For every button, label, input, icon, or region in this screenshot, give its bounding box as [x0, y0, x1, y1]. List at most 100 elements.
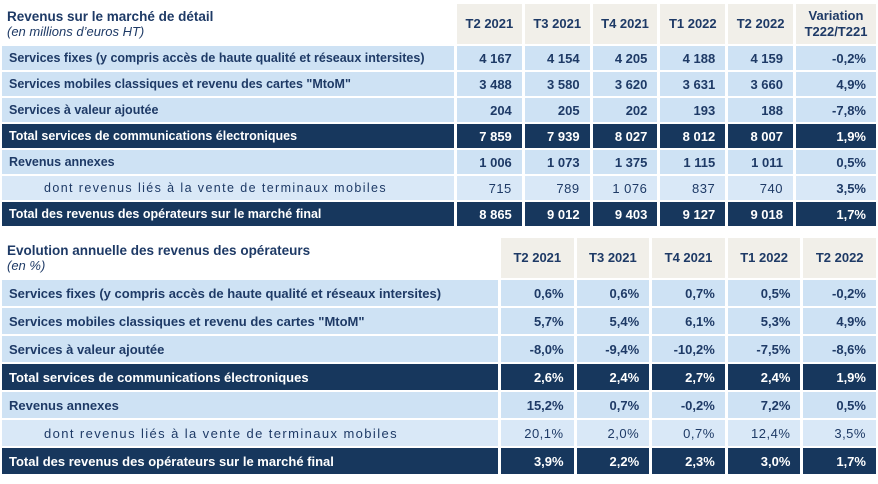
column-header-t2-2022: T2 2022 — [803, 238, 876, 278]
value-cell: 8 027 — [592, 124, 658, 148]
table-row: Total des revenus des opérateurs sur le … — [2, 202, 876, 226]
value-cell: 6,1% — [652, 308, 725, 334]
row-label: Services fixes (y compris accès de haute… — [2, 280, 498, 306]
value-cell: 2,6% — [501, 364, 574, 390]
table-row: Total services de communications électro… — [2, 364, 876, 390]
value-cell: 7 939 — [524, 124, 590, 148]
value-cell: 0,6% — [501, 280, 574, 306]
row-label: Services fixes (y compris accès de haute… — [2, 46, 454, 70]
row-label: Services à valeur ajoutée — [2, 336, 498, 362]
value-cell: 5,3% — [727, 308, 801, 334]
variation-header-line2: T222/T221 — [804, 24, 868, 39]
value-cell: -10,2% — [652, 336, 725, 362]
variation-cell: -0,2% — [796, 46, 876, 70]
value-cell: 8 007 — [728, 124, 793, 148]
value-cell: 204 — [457, 98, 522, 122]
row-label: dont revenus liés à la vente de terminau… — [2, 420, 498, 446]
value-cell: 2,2% — [576, 448, 650, 474]
column-header-t3-2021: T3 2021 — [576, 238, 650, 278]
value-cell: 7 859 — [457, 124, 522, 148]
value-cell: 3 580 — [524, 72, 590, 96]
column-header-variation: Variation T222/T221 — [796, 4, 876, 44]
value-cell: 2,7% — [652, 364, 725, 390]
variation-header-line1: Variation — [808, 7, 864, 23]
value-cell: 0,6% — [576, 280, 650, 306]
value-cell: -8,6% — [803, 336, 876, 362]
row-label: Total des revenus des opérateurs sur le … — [2, 202, 454, 226]
table-row: Services fixes (y compris accès de haute… — [2, 46, 876, 70]
table2-subtitle: (en %) — [7, 258, 46, 273]
value-cell: 9 127 — [660, 202, 726, 226]
table-row: Total services de communications électro… — [2, 124, 876, 148]
table-row: Revenus annexes 1 006 1 073 1 375 1 115 1 011… — [2, 150, 876, 174]
value-cell: 1,7% — [803, 448, 876, 474]
column-header-t1-2022: T1 2022 — [727, 238, 801, 278]
value-cell: 0,7% — [576, 392, 650, 418]
table2-title-block: Evolution annuelle des revenus des opéra… — [2, 238, 498, 278]
value-cell: 9 012 — [524, 202, 590, 226]
row-label: Services mobiles classiques et revenu de… — [2, 72, 454, 96]
value-cell: 4,9% — [803, 308, 876, 334]
row-label: Services à valeur ajoutée — [2, 98, 454, 122]
value-cell: 4 159 — [728, 46, 793, 70]
value-cell: -7,5% — [727, 336, 801, 362]
retail-revenue-table: Revenus sur le marché de détail (en mill… — [2, 4, 876, 226]
value-cell: 0,7% — [652, 420, 725, 446]
table-row: Services mobiles classiques et revenu de… — [2, 72, 876, 96]
row-label: Revenus annexes — [2, 392, 498, 418]
table-row: Total des revenus des opérateurs sur le … — [2, 448, 876, 474]
value-cell: -9,4% — [576, 336, 650, 362]
value-cell: -0,2% — [652, 392, 725, 418]
variation-cell: -7,8% — [796, 98, 876, 122]
value-cell: 8 012 — [660, 124, 726, 148]
value-cell: 4 167 — [457, 46, 522, 70]
value-cell: 2,3% — [652, 448, 725, 474]
value-cell: 1 115 — [660, 150, 726, 174]
table1-title: Revenus sur le marché de détail — [7, 9, 214, 24]
value-cell: 205 — [524, 98, 590, 122]
value-cell: 20,1% — [501, 420, 574, 446]
column-header-t2-2022: T2 2022 — [728, 4, 793, 44]
row-label: Services mobiles classiques et revenu de… — [2, 308, 498, 334]
table-row: dont revenus liés à la vente de terminau… — [2, 420, 876, 446]
value-cell: 0,7% — [652, 280, 725, 306]
value-cell: 15,2% — [501, 392, 574, 418]
value-cell: 3,0% — [727, 448, 801, 474]
table-row: Services à valeur ajoutée -8,0% -9,4% -10,2… — [2, 336, 876, 362]
table-row: Services mobiles classiques et revenu de… — [2, 308, 876, 334]
value-cell: 740 — [728, 176, 793, 200]
value-cell: 837 — [660, 176, 726, 200]
row-label: Total services de communications électro… — [2, 364, 498, 390]
variation-cell: 3,5% — [796, 176, 876, 200]
table2-title: Evolution annuelle des revenus des opéra… — [7, 243, 311, 258]
value-cell: 188 — [728, 98, 793, 122]
variation-cell: 0,5% — [796, 150, 876, 174]
value-cell: 3,9% — [501, 448, 574, 474]
value-cell: 0,5% — [803, 392, 876, 418]
value-cell: 5,4% — [576, 308, 650, 334]
variation-cell: 1,7% — [796, 202, 876, 226]
table-row: dont revenus liés à la vente de terminau… — [2, 176, 876, 200]
value-cell: 1 011 — [728, 150, 793, 174]
column-header-t4-2021: T4 2021 — [652, 238, 725, 278]
value-cell: 4 188 — [660, 46, 726, 70]
table1-body: Services fixes (y compris accès de haute… — [2, 46, 876, 226]
row-label: Total des revenus des opérateurs sur le … — [2, 448, 498, 474]
value-cell: 9 403 — [592, 202, 658, 226]
value-cell: 3 660 — [728, 72, 793, 96]
value-cell: -0,2% — [803, 280, 876, 306]
value-cell: 3,5% — [803, 420, 876, 446]
value-cell: 8 865 — [457, 202, 522, 226]
row-label: Revenus annexes — [2, 150, 454, 174]
table-row: Services fixes (y compris accès de haute… — [2, 280, 876, 306]
table-row: Services à valeur ajoutée 204 205 202 193 188… — [2, 98, 876, 122]
value-cell: 715 — [457, 176, 522, 200]
column-header-t2-2021: T2 2021 — [501, 238, 574, 278]
value-cell: 1 375 — [592, 150, 658, 174]
value-cell: 12,4% — [727, 420, 801, 446]
value-cell: 1 076 — [592, 176, 658, 200]
value-cell: 4 205 — [592, 46, 658, 70]
value-cell: 3 631 — [660, 72, 726, 96]
retail-revenue-table-header: Revenus sur le marché de détail (en mill… — [2, 4, 876, 44]
table1-title-block: Revenus sur le marché de détail (en mill… — [2, 4, 454, 44]
